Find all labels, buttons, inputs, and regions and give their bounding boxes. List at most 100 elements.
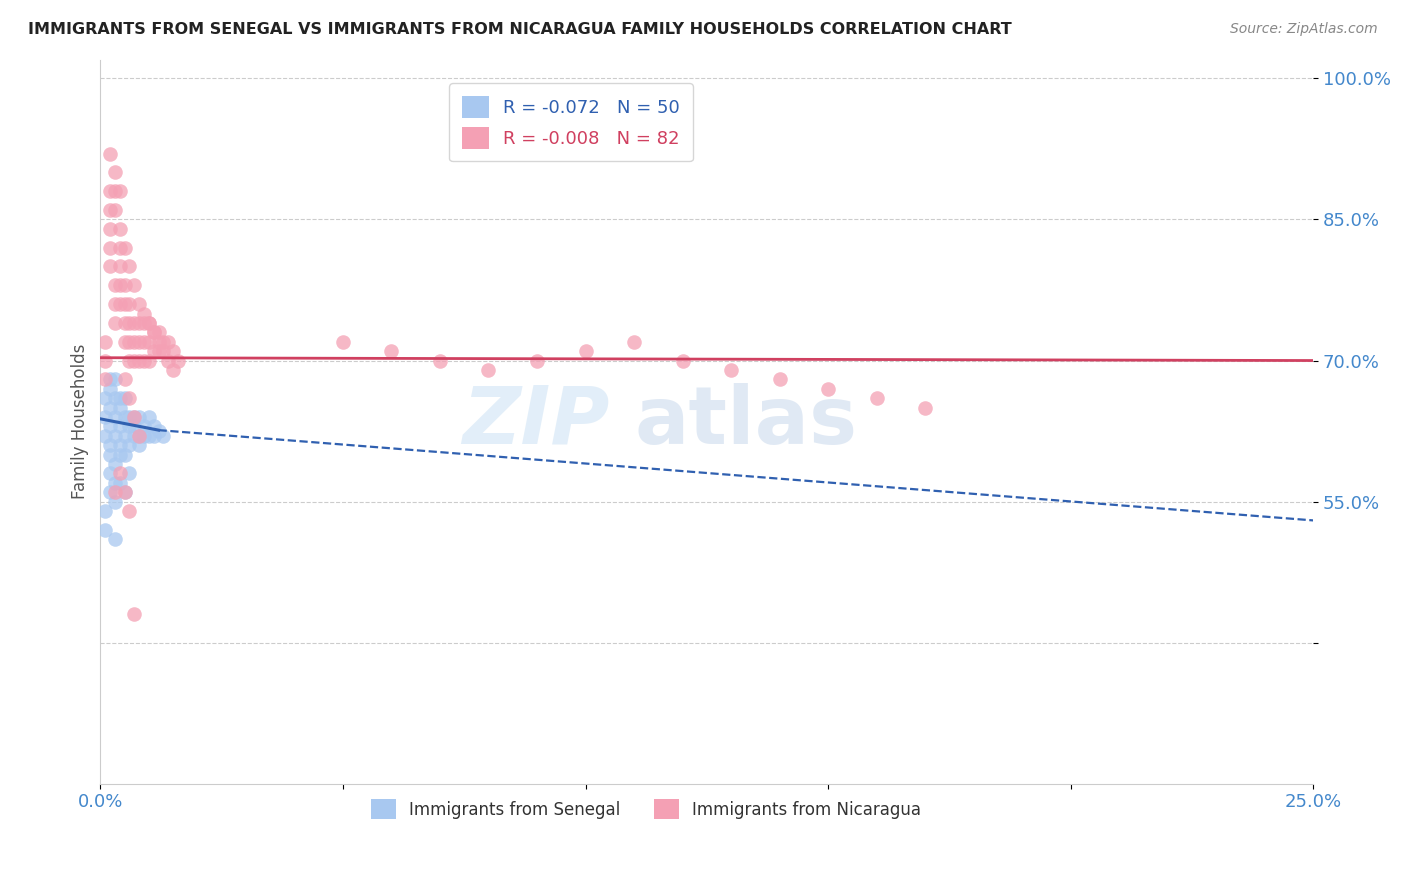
Point (108, 184, 131, 198)
Point (162, 363, 184, 377)
Point (114, 334, 136, 349)
Point (124, 409, 146, 424)
Point (128, 297, 150, 311)
Point (162, 344, 184, 359)
Point (142, 326, 165, 340)
Point (108, 419, 131, 434)
Point (152, 344, 174, 359)
Point (574, 344, 596, 359)
Y-axis label: Family Households: Family Households (72, 344, 89, 500)
Point (142, 344, 165, 359)
Point (138, 316, 160, 330)
Point (132, 316, 155, 330)
Point (124, 409, 146, 424)
Point (114, 448, 136, 462)
Point (128, 334, 150, 349)
Point (94, 334, 117, 349)
Point (477, 363, 499, 377)
Point (104, 457, 127, 471)
Point (104, 297, 127, 311)
Point (114, 297, 136, 311)
Point (124, 353, 146, 368)
Point (108, 438, 131, 452)
Text: IMMIGRANTS FROM SENEGAL VS IMMIGRANTS FROM NICARAGUA FAMILY HOUSEHOLDS CORRELATI: IMMIGRANTS FROM SENEGAL VS IMMIGRANTS FR… (28, 22, 1012, 37)
Point (118, 260, 141, 274)
Point (124, 429, 146, 443)
Point (118, 297, 141, 311)
Point (124, 316, 146, 330)
Point (128, 353, 150, 368)
Point (865, 391, 887, 405)
Point (104, 409, 127, 424)
Point (104, 391, 127, 405)
Point (108, 222, 131, 236)
Point (380, 344, 402, 359)
Point (138, 409, 160, 424)
Point (128, 316, 150, 330)
Point (118, 504, 141, 518)
Text: atlas: atlas (634, 383, 858, 460)
Point (94, 353, 117, 368)
Point (94, 523, 117, 537)
Point (98, 203, 121, 218)
Point (98, 260, 121, 274)
Point (114, 316, 136, 330)
Point (104, 165, 127, 179)
Point (118, 353, 141, 368)
Point (138, 316, 160, 330)
Text: Source: ZipAtlas.com: Source: ZipAtlas.com (1230, 22, 1378, 37)
Point (118, 467, 141, 481)
Point (157, 334, 180, 349)
Point (108, 241, 131, 255)
Point (138, 429, 160, 443)
Point (118, 438, 141, 452)
Point (108, 297, 131, 311)
Point (114, 485, 136, 500)
Point (914, 401, 936, 415)
Point (429, 353, 451, 368)
Point (108, 448, 131, 462)
Point (98, 448, 121, 462)
Point (132, 429, 155, 443)
Point (623, 334, 645, 349)
Point (152, 429, 174, 443)
Point (148, 344, 170, 359)
Point (118, 409, 141, 424)
Point (142, 326, 165, 340)
Point (148, 424, 170, 438)
Point (98, 222, 121, 236)
Point (104, 429, 127, 443)
Point (94, 429, 117, 443)
Point (142, 419, 165, 434)
Point (114, 391, 136, 405)
Point (94, 391, 117, 405)
Point (104, 485, 127, 500)
Point (98, 419, 121, 434)
Point (167, 353, 190, 368)
Point (98, 467, 121, 481)
Point (114, 372, 136, 386)
Point (104, 184, 127, 198)
Point (124, 419, 146, 434)
Point (108, 260, 131, 274)
Point (124, 334, 146, 349)
Point (118, 316, 141, 330)
Point (104, 494, 127, 508)
Point (817, 382, 839, 396)
Point (671, 353, 693, 368)
Point (104, 278, 127, 293)
Point (132, 334, 155, 349)
Point (118, 419, 141, 434)
Point (138, 334, 160, 349)
Point (118, 334, 141, 349)
Point (108, 278, 131, 293)
Point (98, 485, 121, 500)
Point (104, 533, 127, 547)
Point (98, 241, 121, 255)
Point (138, 353, 160, 368)
Point (128, 429, 150, 443)
Point (157, 353, 180, 368)
Point (104, 372, 127, 386)
Point (148, 326, 170, 340)
Point (104, 203, 127, 218)
